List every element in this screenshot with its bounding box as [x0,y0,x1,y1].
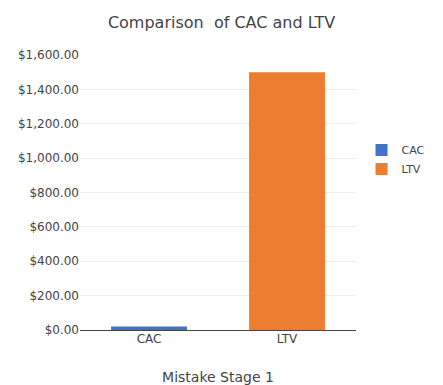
svg-text:$800.00: $800.00 [29,186,79,200]
svg-text:$600.00: $600.00 [29,220,79,234]
svg-text:$1,000.00: $1,000.00 [18,151,79,165]
svg-text:$1,200.00: $1,200.00 [18,117,79,131]
svg-text:$1,600.00: $1,600.00 [18,48,79,62]
svg-text:$200.00: $200.00 [29,289,79,303]
svg-text:CAC: CAC [137,332,162,346]
svg-text:Comparison of CAC and LTV: Comparison of CAC and LTV [108,13,335,32]
svg-text:$400.00: $400.00 [29,254,79,268]
svg-text:$0.00: $0.00 [45,323,79,337]
svg-text:LTV: LTV [402,163,421,176]
svg-text:Mistake Stage 1: Mistake Stage 1 [162,369,274,385]
svg-text:$1,400.00: $1,400.00 [18,83,79,97]
svg-text:CAC: CAC [402,144,425,157]
svg-text:LTV: LTV [277,332,298,346]
